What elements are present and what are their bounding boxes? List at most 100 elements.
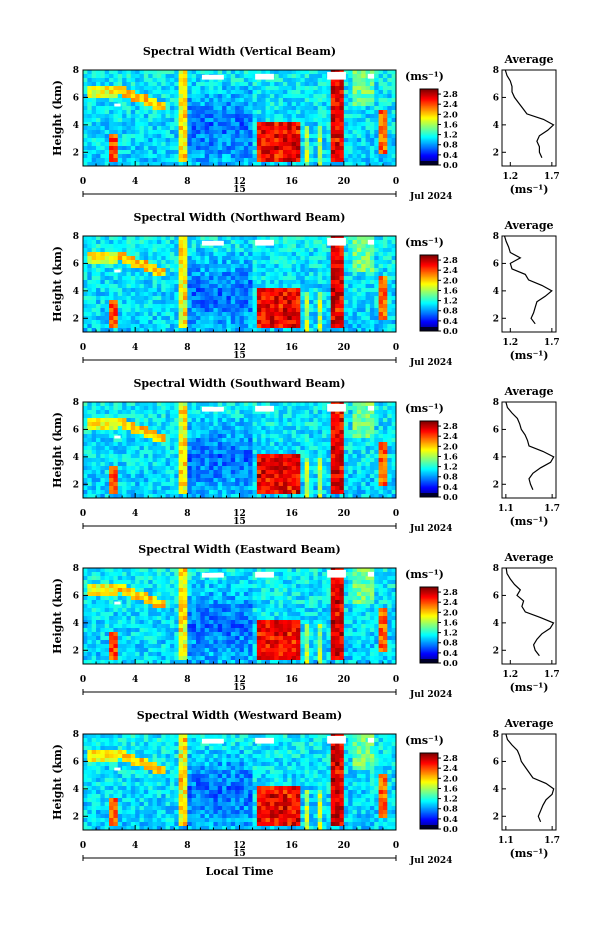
- heatmap-cell: [83, 402, 88, 407]
- heatmap-cell: [348, 252, 353, 257]
- heatmap-cell: [313, 138, 319, 143]
- heatmap-cell: [169, 74, 175, 79]
- heatmap-cell: [243, 110, 249, 115]
- heatmap-cell: [83, 78, 88, 83]
- heatmap-cell: [182, 240, 188, 245]
- heatmap-cell: [300, 446, 306, 451]
- heatmap-cell: [304, 142, 310, 147]
- heatmap-cell: [248, 102, 253, 107]
- heatmap-cell: [322, 236, 327, 241]
- data-gap: [327, 71, 346, 80]
- heatmap-cell: [317, 324, 323, 329]
- colorbar-step: [420, 159, 438, 162]
- heatmap-cell: [126, 292, 132, 297]
- heatmap-cell: [182, 126, 188, 131]
- heatmap-cell: [252, 482, 258, 487]
- heatmap-cell: [330, 324, 336, 329]
- heatmap-cell: [100, 478, 106, 483]
- data-gap: [327, 237, 346, 246]
- heatmap-cell: [265, 134, 271, 139]
- heatmap-cell: [139, 438, 145, 443]
- heatmap-cell: [196, 446, 201, 451]
- heatmap-cell: [282, 478, 288, 483]
- heatmap-cell: [113, 260, 119, 265]
- heatmap-cell: [196, 82, 201, 87]
- heatmap-cell: [326, 130, 332, 135]
- heatmap-cell: [248, 264, 253, 269]
- heatmap-cell: [291, 422, 297, 427]
- heatmap-cell: [222, 490, 227, 495]
- heatmap-cell: [261, 90, 266, 95]
- heatmap-cell: [269, 244, 275, 249]
- heatmap-cell: [139, 454, 145, 459]
- heatmap-cell: [330, 260, 336, 265]
- heatmap-cell: [213, 98, 219, 103]
- heatmap-cell: [222, 474, 227, 479]
- average-y-tick-label: 4: [493, 121, 499, 131]
- heatmap-cell: [87, 316, 93, 321]
- heatmap-cell: [222, 150, 227, 155]
- heatmap-cell: [382, 102, 388, 107]
- heatmap-cell: [222, 410, 227, 415]
- heatmap-cell: [109, 490, 114, 495]
- heatmap-cell: [261, 490, 266, 495]
- heatmap-cell: [356, 288, 362, 293]
- heatmap-cell: [209, 248, 214, 253]
- heatmap-cell: [317, 74, 323, 79]
- heatmap-cell: [365, 78, 371, 83]
- heatmap-cell: [317, 320, 323, 325]
- heatmap-cell: [304, 154, 310, 159]
- heatmap-cell: [296, 268, 301, 273]
- heatmap-cell: [178, 118, 184, 123]
- heatmap-cell: [391, 102, 397, 107]
- heatmap-cell: [322, 130, 327, 135]
- heatmap-cell: [326, 260, 332, 265]
- heatmap-cell: [335, 126, 340, 131]
- heatmap-cell: [282, 244, 288, 249]
- heatmap-cell: [243, 430, 249, 435]
- heatmap-cell: [143, 402, 149, 407]
- heatmap-cell: [274, 418, 280, 423]
- heatmap-cell: [382, 312, 388, 317]
- heatmap-cell: [174, 244, 180, 249]
- heatmap-cell: [126, 272, 132, 277]
- heatmap-cell: [261, 126, 266, 131]
- heatmap-cell: [91, 146, 97, 151]
- heatmap-cell: [152, 308, 158, 313]
- heatmap-cell: [248, 158, 253, 163]
- heatmap-cell: [196, 102, 201, 107]
- heatmap-cell: [182, 458, 188, 463]
- heatmap-cell: [152, 490, 158, 495]
- heatmap-cell: [217, 320, 223, 325]
- heatmap-cell: [191, 478, 197, 483]
- heatmap-cell: [291, 236, 297, 241]
- heatmap-cell: [274, 288, 280, 293]
- heatmap-cell: [322, 90, 327, 95]
- heatmap-cell: [261, 150, 266, 155]
- heatmap-cell: [204, 470, 210, 475]
- heatmap-cell: [91, 312, 97, 317]
- heatmap-cell: [235, 268, 240, 273]
- heatmap-cell: [91, 102, 97, 107]
- heatmap-cell: [278, 442, 284, 447]
- heatmap-cell: [291, 312, 297, 317]
- colorbar-step: [420, 92, 438, 95]
- heatmap-cell: [122, 316, 127, 321]
- heatmap-cell: [200, 324, 206, 329]
- heatmap-cell: [169, 260, 175, 265]
- heatmap-cell: [239, 328, 245, 333]
- heatmap-cell: [100, 264, 106, 269]
- heatmap-cell: [256, 78, 262, 83]
- heatmap-cell: [339, 308, 345, 313]
- heatmap-cell: [130, 94, 136, 99]
- heatmap-cell: [265, 442, 271, 447]
- heatmap-cell: [300, 142, 306, 147]
- heatmap-cell: [361, 328, 366, 333]
- heatmap-cell: [143, 304, 149, 309]
- heatmap-cell: [343, 138, 349, 143]
- heatmap-cell: [274, 276, 280, 281]
- heatmap-cell: [252, 90, 258, 95]
- heatmap-cell: [300, 86, 306, 91]
- heatmap-cell: [191, 414, 197, 419]
- heatmap-cell: [335, 110, 340, 115]
